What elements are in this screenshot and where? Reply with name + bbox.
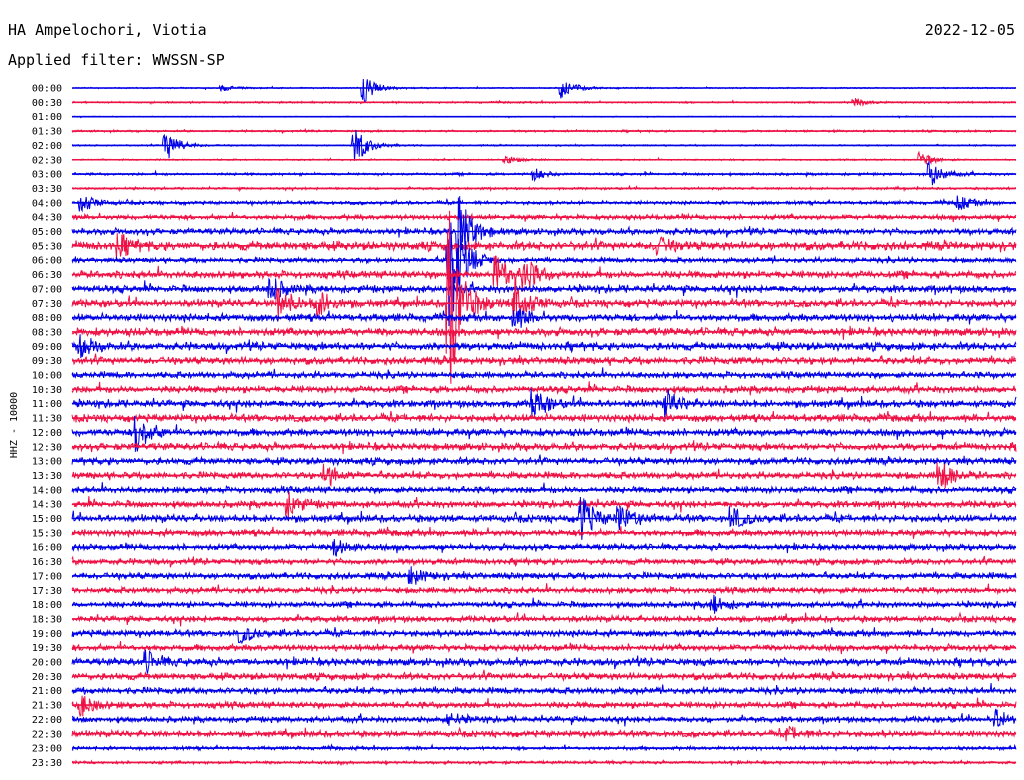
- trace-row: [71, 78, 1017, 104]
- time-tick-label: 01:00: [32, 112, 62, 123]
- time-tick-label: 13:00: [32, 457, 62, 468]
- trace-row: [71, 708, 1017, 727]
- trace-row: [71, 462, 1017, 489]
- time-tick-label: 16:00: [32, 543, 62, 554]
- time-tick-label: 05:30: [32, 241, 62, 252]
- trace-row: [71, 367, 1017, 381]
- time-tick-label: 12:30: [32, 442, 62, 453]
- trace-row: [71, 695, 1017, 717]
- time-tick-label: 03:00: [32, 170, 62, 181]
- trace-row: [71, 277, 1017, 300]
- time-tick-label: 17:30: [32, 586, 62, 597]
- trace-row: [71, 454, 1017, 467]
- time-tick-label: 02:30: [32, 155, 62, 166]
- seismogram-traces: [71, 78, 1017, 767]
- trace-row: [71, 150, 1017, 165]
- time-tick-label: 14:30: [32, 500, 62, 511]
- time-tick-label: 07:00: [32, 284, 62, 295]
- time-tick-label: 17:00: [32, 571, 62, 582]
- time-tick-label: 19:30: [32, 643, 62, 654]
- trace-row: [71, 210, 1017, 384]
- time-tick-label: 19:00: [32, 629, 62, 640]
- time-tick-label: 13:30: [32, 471, 62, 482]
- time-tick-label: 22:30: [32, 729, 62, 740]
- time-tick-label: 22:00: [32, 715, 62, 726]
- time-tick-label: 15:00: [32, 514, 62, 525]
- time-tick-label: 11:00: [32, 399, 62, 410]
- time-tick-label: 06:30: [32, 270, 62, 281]
- time-tick-label: 02:00: [32, 141, 62, 152]
- time-tick-label: 09:30: [32, 356, 62, 367]
- time-tick-label: 06:00: [32, 256, 62, 267]
- time-tick-label: 14:00: [32, 485, 62, 496]
- time-tick-label: 04:30: [32, 213, 62, 224]
- time-tick-label: 03:30: [32, 184, 62, 195]
- trace-row: [71, 388, 1017, 418]
- time-tick-label: 05:00: [32, 227, 62, 238]
- time-tick-label: 12:00: [32, 428, 62, 439]
- trace-row: [71, 482, 1017, 496]
- time-tick-label: 20:00: [32, 658, 62, 669]
- trace-row: [71, 583, 1017, 596]
- time-tick-label: 16:30: [32, 557, 62, 568]
- time-tick-label: 08:30: [32, 327, 62, 338]
- time-tick-label: 18:30: [32, 614, 62, 625]
- trace-row: [71, 255, 1017, 292]
- trace-row: [71, 683, 1017, 696]
- time-tick-label: 08:00: [32, 313, 62, 324]
- filter-label: Applied filter: WWSSN-SP: [8, 51, 225, 69]
- time-tick-label: 15:30: [32, 528, 62, 539]
- time-tick-label: 23:30: [32, 758, 62, 769]
- time-tick-label: 23:00: [32, 744, 62, 755]
- time-tick-label: 04:00: [32, 198, 62, 209]
- time-tick-label: 21:30: [32, 701, 62, 712]
- trace-row: [71, 353, 1017, 367]
- time-tick-label: 01:30: [32, 127, 62, 138]
- time-tick-label: 18:00: [32, 600, 62, 611]
- time-tick-label: 09:00: [32, 342, 62, 353]
- y-axis-label: HHZ - 10000: [9, 392, 20, 458]
- time-tick-label: 11:30: [32, 414, 62, 425]
- trace-row: [71, 381, 1017, 396]
- trace-row: [71, 325, 1017, 340]
- trace-row: [71, 233, 1017, 260]
- time-tick-label: 10:30: [32, 385, 62, 396]
- date-label: 2022-12-05: [924, 21, 1015, 39]
- time-tick-label: 20:30: [32, 672, 62, 683]
- time-tick-label: 00:00: [32, 84, 62, 95]
- time-tick-label: 00:30: [32, 98, 62, 109]
- trace-row: [71, 161, 1017, 186]
- time-tick-label: 07:30: [32, 299, 62, 310]
- time-tick-label: 21:00: [32, 686, 62, 697]
- time-tick-label: 10:00: [32, 371, 62, 382]
- station-title: HA Ampelochori, Viotia: [8, 21, 207, 39]
- trace-row: [71, 627, 1017, 645]
- time-tick-labels: 00:00 00:30 01:00 01:30 02:00 02:30 03:00 03:30…: [32, 84, 62, 769]
